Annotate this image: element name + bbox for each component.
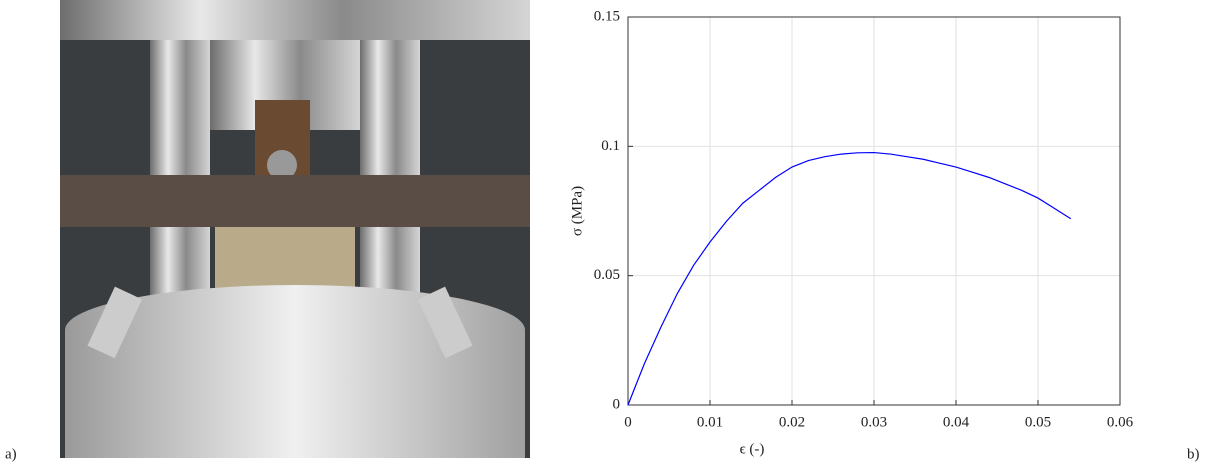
x-tick-label: 0.05 (1025, 414, 1051, 430)
photo (60, 0, 530, 458)
y-tick-label: 0.05 (594, 267, 620, 283)
y-tick-label: 0 (613, 396, 621, 412)
x-tick-label: 0.03 (861, 414, 887, 430)
panel-label: a) (5, 446, 17, 462)
x-tick-label: 0 (624, 414, 632, 430)
x-tick-label: 0.02 (779, 414, 805, 430)
x-tick-label: 0.01 (697, 414, 723, 430)
data-line (627, 151, 1072, 406)
x-tick-label: 0.06 (1107, 414, 1134, 430)
x-tick-label: 0.04 (943, 414, 970, 430)
y-tick-label: 0.15 (594, 8, 620, 24)
y-axis-label: σ (MPa) (569, 186, 585, 236)
panel-label: b) (1187, 446, 1200, 462)
x-axis-label: ϵ (-) (740, 441, 765, 457)
y-tick-label: 0.1 (601, 138, 620, 154)
plot-frame (627, 16, 1121, 406)
